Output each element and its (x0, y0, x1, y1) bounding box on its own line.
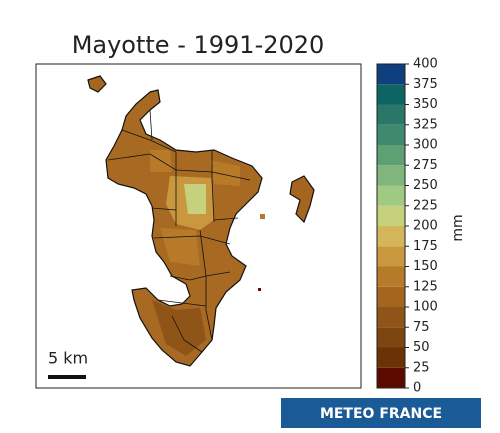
map-title: Mayotte - 1991-2020 (72, 31, 325, 59)
colorbar-tick-label: 350 (413, 97, 438, 112)
colorbar-segment (377, 64, 405, 85)
colorbar: 0 25 50 75 100 125 150 175 200 225 250 275 300 325 350… (376, 57, 438, 396)
colorbar-segment (377, 266, 405, 287)
colorbar-segment (377, 205, 405, 226)
colorbar-tick-label: 200 (413, 219, 438, 234)
colorbar-tick-label: 400 (413, 57, 438, 72)
colorbar-tick-label: 325 (413, 117, 438, 132)
scale-bar-label: 5 km (48, 349, 88, 368)
colorbar-tick-label: 175 (413, 239, 438, 254)
colorbar-segment (377, 286, 405, 307)
colorbar-segment (377, 226, 405, 247)
scale-bar (48, 375, 86, 379)
colorbar-tick-label: 100 (413, 300, 438, 315)
colorbar-tick-label: 375 (413, 77, 438, 92)
logo-banner (281, 398, 481, 428)
colorbar-segment (377, 307, 405, 328)
colorbar-segment (377, 84, 405, 105)
colorbar-tick-label: 300 (413, 138, 438, 153)
colorbar-segment (377, 347, 405, 368)
colorbar-segment (377, 185, 405, 206)
colorbar-tick-label: 150 (413, 259, 438, 274)
colorbar-tick-label: 50 (413, 340, 430, 355)
colorbar-segment (377, 104, 405, 125)
colorbar-segment (377, 246, 405, 267)
colorbar-segment (377, 327, 405, 348)
colorbar-segment (377, 145, 405, 166)
logo-text: METEO FRANCE (320, 406, 442, 422)
colorbar-tick-label: 75 (413, 320, 430, 335)
colorbar-label: mm (450, 214, 466, 241)
colorbar-segment (377, 367, 405, 388)
colorbar-tick-label: 125 (413, 279, 438, 294)
island-map (87, 75, 315, 367)
colorbar-tick-label: 275 (413, 158, 438, 173)
colorbar-tick-label: 225 (413, 198, 438, 213)
colorbar-segment (377, 124, 405, 145)
colorbar-tick-label: 25 (413, 360, 430, 375)
colorbar-segment (377, 165, 405, 186)
colorbar-tick-label: 0 (413, 381, 421, 396)
colorbar-tick-label: 250 (413, 178, 438, 193)
